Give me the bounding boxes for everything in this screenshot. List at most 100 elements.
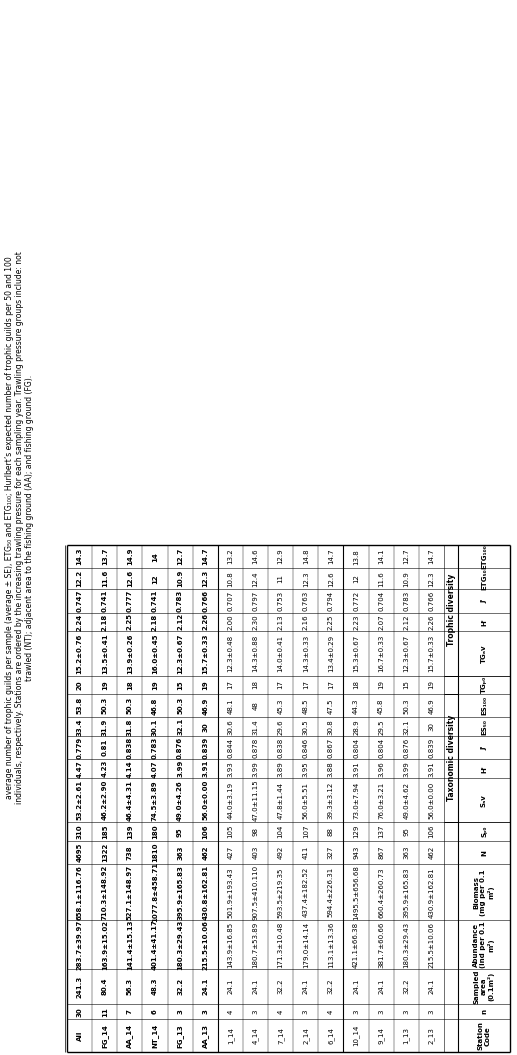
Text: 20: 20 bbox=[77, 680, 83, 690]
Text: 363: 363 bbox=[403, 846, 409, 860]
Text: All: All bbox=[77, 1031, 83, 1041]
Text: 3.93: 3.93 bbox=[227, 761, 233, 776]
Text: 462: 462 bbox=[202, 845, 208, 860]
Text: 56.0±0.00: 56.0±0.00 bbox=[429, 782, 434, 819]
Text: 215.5±10.06: 215.5±10.06 bbox=[429, 922, 434, 967]
Text: 105: 105 bbox=[227, 825, 233, 839]
Text: 56.0±5.51: 56.0±5.51 bbox=[303, 782, 309, 819]
Text: 24.1: 24.1 bbox=[252, 979, 258, 995]
Text: n: n bbox=[481, 1010, 487, 1014]
Text: 3: 3 bbox=[252, 1010, 258, 1014]
Text: 3.99: 3.99 bbox=[177, 760, 183, 778]
Text: 49.0±4.26: 49.0±4.26 bbox=[177, 780, 183, 821]
Text: 10_14: 10_14 bbox=[353, 1025, 359, 1047]
Text: trawled (NT); adjacent area to the fishing ground (AA); and fishing ground (FG).: trawled (NT); adjacent area to the fishi… bbox=[25, 375, 35, 680]
Text: Taxonomic diversity: Taxonomic diversity bbox=[447, 715, 455, 802]
Text: ETG₁₀₀: ETG₁₀₀ bbox=[481, 544, 487, 569]
Text: 1322: 1322 bbox=[102, 843, 108, 862]
Text: 32.2: 32.2 bbox=[328, 979, 334, 995]
Text: Abundance
(ind per 0.1
m²): Abundance (ind per 0.1 m²) bbox=[474, 921, 495, 968]
Text: 46.4±4.31: 46.4±4.31 bbox=[127, 780, 133, 821]
Text: 139: 139 bbox=[127, 824, 133, 839]
Text: 10.9: 10.9 bbox=[177, 570, 183, 588]
Text: J': J' bbox=[481, 598, 487, 603]
Text: 32.2: 32.2 bbox=[403, 979, 409, 995]
Text: 411: 411 bbox=[303, 846, 309, 860]
Text: 39.3±3.12: 39.3±3.12 bbox=[328, 782, 334, 819]
Text: 14.3±0.88: 14.3±0.88 bbox=[252, 635, 258, 672]
Text: 401.4±41.17: 401.4±41.17 bbox=[152, 919, 158, 971]
Text: 73.0±7.94: 73.0±7.94 bbox=[353, 782, 359, 819]
Text: 14.0±0.41: 14.0±0.41 bbox=[278, 635, 284, 672]
Text: 2_13: 2_13 bbox=[428, 1028, 435, 1044]
Text: 19: 19 bbox=[378, 680, 384, 689]
Text: 30: 30 bbox=[202, 722, 208, 732]
Text: 185: 185 bbox=[102, 824, 108, 839]
Text: 31.4: 31.4 bbox=[252, 720, 258, 734]
Text: 12.7: 12.7 bbox=[403, 549, 409, 564]
Text: 0.777: 0.777 bbox=[127, 590, 133, 612]
Text: 15.7±0.33: 15.7±0.33 bbox=[202, 633, 208, 674]
Text: 1495.5±656.68: 1495.5±656.68 bbox=[353, 865, 359, 920]
Text: 50.3: 50.3 bbox=[102, 697, 108, 714]
Text: 0.753: 0.753 bbox=[278, 591, 284, 611]
Text: 12.3: 12.3 bbox=[429, 571, 434, 587]
Text: 12.3±0.67: 12.3±0.67 bbox=[177, 633, 183, 673]
Text: 0.838: 0.838 bbox=[278, 737, 284, 757]
Text: 3.96: 3.96 bbox=[378, 761, 384, 776]
Text: 74.5±3.89: 74.5±3.89 bbox=[152, 780, 158, 821]
Text: 594.4±226.31: 594.4±226.31 bbox=[328, 867, 334, 918]
Text: 16.7±0.33: 16.7±0.33 bbox=[378, 635, 384, 672]
Text: 3: 3 bbox=[429, 1010, 434, 1014]
Text: 53.8: 53.8 bbox=[77, 697, 83, 714]
Text: average number of trophic guilds per sample (average ± SE), ETG₅₀ and ETG₁₀₀; Hu: average number of trophic guilds per sam… bbox=[6, 256, 14, 799]
Text: 171.3±10.48: 171.3±10.48 bbox=[278, 922, 284, 967]
Text: Sₚ₀: Sₚ₀ bbox=[481, 826, 487, 838]
Text: 4: 4 bbox=[227, 1010, 233, 1014]
Text: 48.5: 48.5 bbox=[303, 698, 309, 713]
Text: 80.4: 80.4 bbox=[102, 978, 108, 996]
Text: 19: 19 bbox=[102, 680, 108, 690]
Text: 44.0±3.19: 44.0±3.19 bbox=[227, 782, 233, 819]
Text: 45.8: 45.8 bbox=[378, 698, 384, 713]
Text: 53.2±2.61: 53.2±2.61 bbox=[77, 781, 83, 821]
Text: 19: 19 bbox=[429, 680, 434, 689]
Text: 462: 462 bbox=[429, 846, 434, 860]
Text: 0.783: 0.783 bbox=[177, 590, 183, 612]
Text: 363: 363 bbox=[177, 845, 183, 860]
Text: 14.3: 14.3 bbox=[77, 548, 83, 565]
Text: 2.25: 2.25 bbox=[328, 614, 334, 630]
Text: 660.4±260.73: 660.4±260.73 bbox=[378, 867, 384, 918]
Text: 13.8: 13.8 bbox=[353, 549, 359, 564]
Text: 56.0±0.00: 56.0±0.00 bbox=[202, 780, 208, 821]
Text: 12.4: 12.4 bbox=[252, 571, 258, 587]
Text: 14.7: 14.7 bbox=[328, 549, 334, 564]
Text: 24.1: 24.1 bbox=[378, 979, 384, 995]
Text: 46.2±2.90: 46.2±2.90 bbox=[102, 780, 108, 821]
Text: 3: 3 bbox=[378, 1010, 384, 1014]
Text: 4_14: 4_14 bbox=[252, 1028, 259, 1044]
Text: 48.3: 48.3 bbox=[152, 978, 158, 996]
Text: 24.1: 24.1 bbox=[429, 979, 434, 995]
Text: 403: 403 bbox=[252, 846, 258, 860]
Text: 0.783: 0.783 bbox=[152, 736, 158, 759]
Text: 12.3: 12.3 bbox=[303, 571, 309, 587]
Text: 0.81: 0.81 bbox=[102, 740, 108, 756]
Text: 4695: 4695 bbox=[77, 843, 83, 862]
Text: 24.1: 24.1 bbox=[353, 979, 359, 995]
Text: 9_14: 9_14 bbox=[378, 1028, 385, 1044]
Text: 421.1±66.38: 421.1±66.38 bbox=[353, 922, 359, 967]
Text: 129: 129 bbox=[353, 825, 359, 839]
Text: TGₐv: TGₐv bbox=[481, 645, 487, 663]
Text: 0.846: 0.846 bbox=[303, 737, 309, 757]
Text: 3.91: 3.91 bbox=[202, 760, 208, 778]
Text: 3.91: 3.91 bbox=[429, 761, 434, 776]
Text: 0.741: 0.741 bbox=[102, 590, 108, 612]
Text: 11.6: 11.6 bbox=[378, 571, 384, 587]
Text: 32.2: 32.2 bbox=[177, 978, 183, 995]
Text: 6_14: 6_14 bbox=[328, 1028, 334, 1044]
Text: 95: 95 bbox=[177, 827, 183, 837]
Text: 180.7±53.89: 180.7±53.89 bbox=[252, 922, 258, 967]
Text: 15.2±0.76: 15.2±0.76 bbox=[77, 633, 83, 673]
Text: 29.6: 29.6 bbox=[278, 720, 284, 734]
